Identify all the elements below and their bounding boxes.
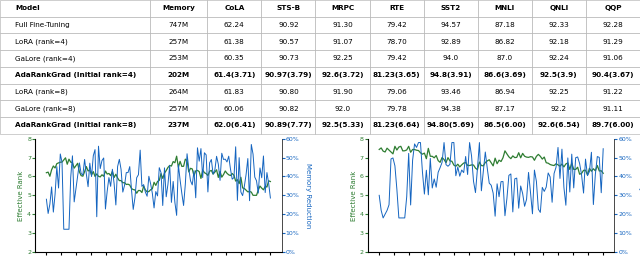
Y-axis label: Effective Rank: Effective Rank xyxy=(19,170,24,221)
Y-axis label: Memory Reduction: Memory Reduction xyxy=(305,163,311,228)
Y-axis label: Memory Reduction: Memory Reduction xyxy=(637,163,640,228)
Y-axis label: Effective Rank: Effective Rank xyxy=(351,170,357,221)
